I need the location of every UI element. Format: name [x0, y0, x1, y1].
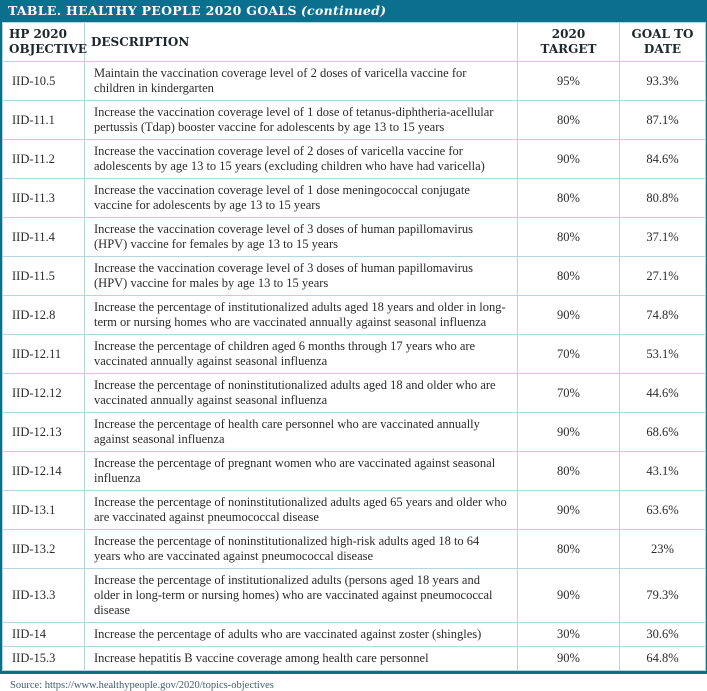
table-row: IID-13.2 Increase the percentage of noni…: [2, 529, 706, 569]
description-cell: Increase the vaccination coverage level …: [84, 256, 518, 296]
table-row: IID-11.1 Increase the vaccination covera…: [2, 100, 706, 140]
table-row: IID-11.4 Increase the vaccination covera…: [2, 217, 706, 257]
table-row: IID-13.3 Increase the percentage of inst…: [2, 568, 706, 623]
goal-cell: 63.6%: [619, 490, 706, 530]
description-cell: Increase the percentage of noninstitutio…: [84, 490, 518, 530]
target-cell: 90%: [517, 295, 620, 335]
table-row: IID-11.5 Increase the vaccination covera…: [2, 256, 706, 296]
table-row: IID-12.12 Increase the percentage of non…: [2, 373, 706, 413]
goal-cell: 68.6%: [619, 412, 706, 452]
goal-cell: 79.3%: [619, 568, 706, 623]
goal-cell: 37.1%: [619, 217, 706, 257]
description-cell: Increase the percentage of adults who ar…: [84, 622, 518, 647]
goal-cell: 74.8%: [619, 295, 706, 335]
objective-cell: IID-13.2: [2, 529, 85, 569]
objective-cell: IID-15.3: [2, 646, 85, 671]
target-cell: 80%: [517, 256, 620, 296]
goal-cell: 87.1%: [619, 100, 706, 140]
col-header-target: 2020 TARGET: [517, 22, 620, 62]
description-cell: Maintain the vaccination coverage level …: [84, 61, 518, 101]
target-cell: 80%: [517, 529, 620, 569]
target-cell: 30%: [517, 622, 620, 647]
target-cell: 90%: [517, 139, 620, 179]
table-row: IID-12.14 Increase the percentage of pre…: [2, 451, 706, 491]
table-title-bar: TABLE. HEALTHY PEOPLE 2020 GOALS (continu…: [0, 0, 707, 22]
objective-cell: IID-11.5: [2, 256, 85, 296]
col-header-objective: HP 2020 OBJECTIVE: [2, 22, 87, 62]
goal-cell: 23%: [619, 529, 706, 569]
goal-cell: 30.6%: [619, 622, 706, 647]
table-row: IID-14 Increase the percentage of adults…: [2, 622, 706, 647]
goal-cell: 43.1%: [619, 451, 706, 491]
description-cell: Increase the percentage of noninstitutio…: [84, 529, 518, 569]
table-title: TABLE. HEALTHY PEOPLE 2020 GOALS: [8, 3, 297, 18]
table-row: IID-11.3 Increase the vaccination covera…: [2, 178, 706, 218]
col-header-goal: GOAL TO DATE: [619, 22, 706, 62]
target-cell: 90%: [517, 412, 620, 452]
description-cell: Increase the percentage of institutional…: [84, 568, 518, 623]
objective-cell: IID-13.1: [2, 490, 85, 530]
target-cell: 90%: [517, 490, 620, 530]
description-cell: Increase the vaccination coverage level …: [84, 178, 518, 218]
description-cell: Increase the vaccination coverage level …: [84, 217, 518, 257]
objective-cell: IID-10.5: [2, 61, 85, 101]
target-cell: 95%: [517, 61, 620, 101]
col-header-description: DESCRIPTION: [84, 22, 518, 62]
goal-cell: 80.8%: [619, 178, 706, 218]
description-cell: Increase the percentage of health care p…: [84, 412, 518, 452]
goal-cell: 44.6%: [619, 373, 706, 413]
goal-cell: 93.3%: [619, 61, 706, 101]
source-note: Source: https://www.healthypeople.gov/20…: [10, 680, 274, 691]
goal-cell: 84.6%: [619, 139, 706, 179]
description-cell: Increase the percentage of noninstitutio…: [84, 373, 518, 413]
objective-cell: IID-12.8: [2, 295, 85, 335]
target-cell: 80%: [517, 178, 620, 218]
target-cell: 90%: [517, 568, 620, 623]
header-row: HP 2020 OBJECTIVE DESCRIPTION 2020 TARGE…: [2, 22, 706, 62]
table-row: IID-12.13 Increase the percentage of hea…: [2, 412, 706, 452]
table-body: IID-10.5 Maintain the vaccination covera…: [2, 61, 706, 671]
goal-cell: 64.8%: [619, 646, 706, 671]
target-cell: 80%: [517, 100, 620, 140]
objective-cell: IID-11.4: [2, 217, 85, 257]
table-row: IID-12.8 Increase the percentage of inst…: [2, 295, 706, 335]
description-cell: Increase the vaccination coverage level …: [84, 139, 518, 179]
table-title-continued: (continued): [300, 3, 387, 18]
goals-table-frame: HP 2020 OBJECTIVE DESCRIPTION 2020 TARGE…: [0, 22, 707, 674]
target-cell: 70%: [517, 373, 620, 413]
objective-cell: IID-11.3: [2, 178, 85, 218]
objective-cell: IID-11.2: [2, 139, 85, 179]
table-row: IID-12.11 Increase the percentage of chi…: [2, 334, 706, 374]
objective-cell: IID-14: [2, 622, 85, 647]
table-row: IID-13.1 Increase the percentage of noni…: [2, 490, 706, 530]
target-cell: 80%: [517, 217, 620, 257]
description-cell: Increase the vaccination coverage level …: [84, 100, 518, 140]
objective-cell: IID-12.13: [2, 412, 85, 452]
table-row: IID-10.5 Maintain the vaccination covera…: [2, 61, 706, 101]
objective-cell: IID-12.12: [2, 373, 85, 413]
goals-table: HP 2020 OBJECTIVE DESCRIPTION 2020 TARGE…: [2, 22, 706, 671]
goal-cell: 27.1%: [619, 256, 706, 296]
target-cell: 90%: [517, 646, 620, 671]
objective-cell: IID-12.11: [2, 334, 85, 374]
target-cell: 70%: [517, 334, 620, 374]
target-cell: 80%: [517, 451, 620, 491]
table-row: IID-15.3 Increase hepatitis B vaccine co…: [2, 646, 706, 671]
objective-cell: IID-13.3: [2, 568, 85, 623]
objective-cell: IID-12.14: [2, 451, 85, 491]
description-cell: Increase the percentage of institutional…: [84, 295, 518, 335]
objective-cell: IID-11.1: [2, 100, 85, 140]
table-row: IID-11.2 Increase the vaccination covera…: [2, 139, 706, 179]
goal-cell: 53.1%: [619, 334, 706, 374]
description-cell: Increase the percentage of pregnant wome…: [84, 451, 518, 491]
description-cell: Increase hepatitis B vaccine coverage am…: [84, 646, 518, 671]
description-cell: Increase the percentage of children aged…: [84, 334, 518, 374]
